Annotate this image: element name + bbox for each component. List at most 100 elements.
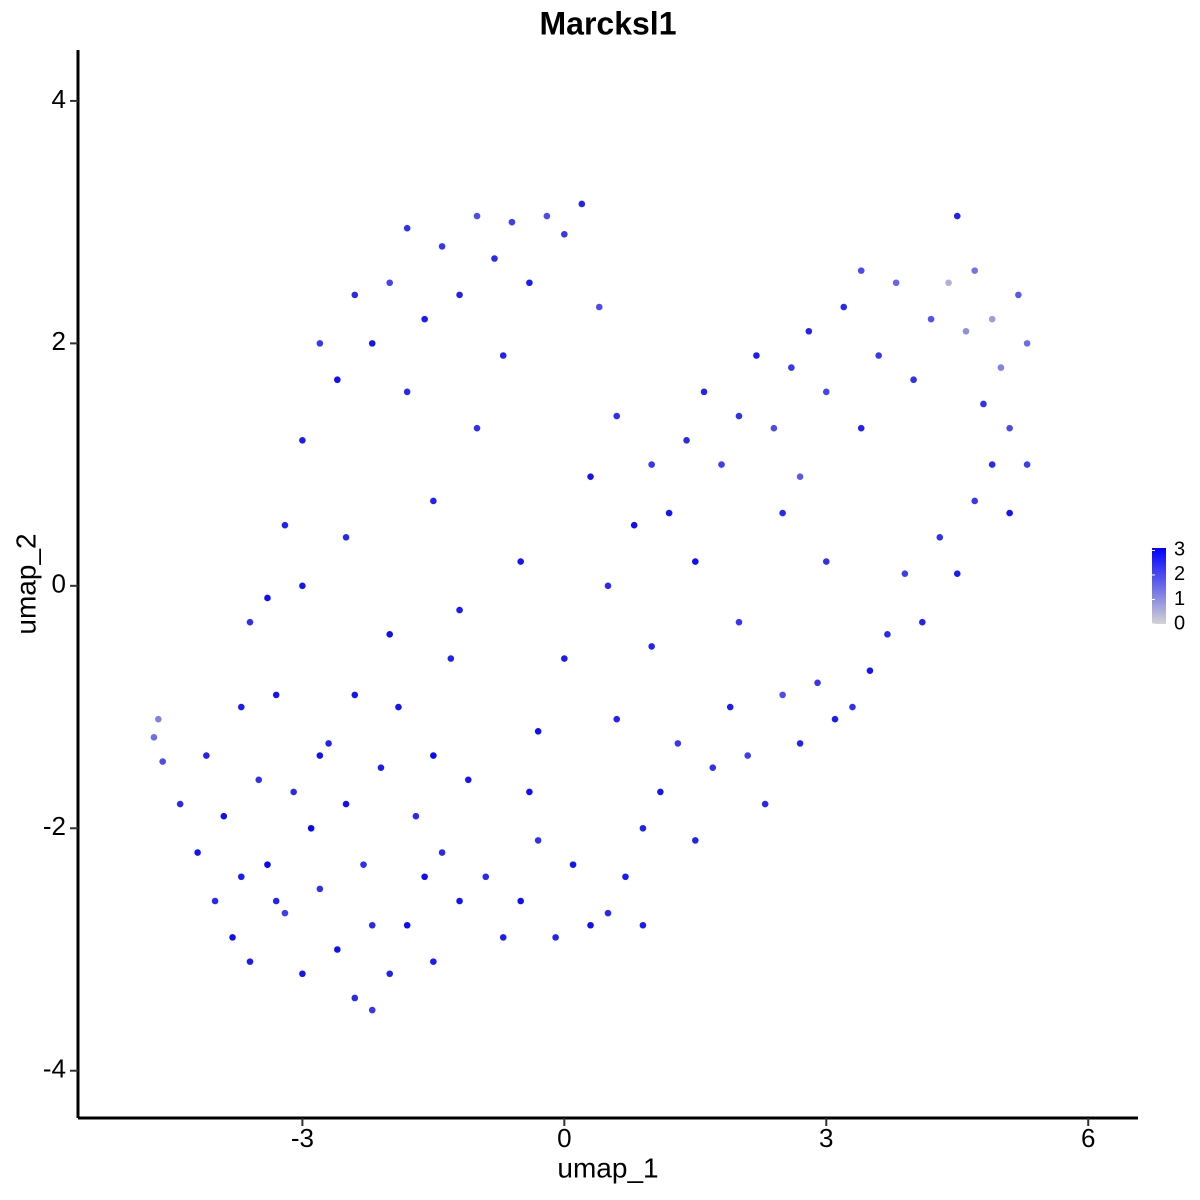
point [299, 582, 306, 590]
x-axis-label: umap_1 [557, 1152, 658, 1183]
point [316, 340, 324, 347]
point [281, 909, 289, 917]
point [953, 570, 961, 577]
point [735, 412, 743, 420]
point [430, 497, 437, 505]
point [1015, 291, 1022, 299]
point [831, 715, 839, 723]
point [665, 509, 673, 517]
point [229, 934, 236, 941]
point [473, 212, 481, 220]
point [517, 897, 524, 905]
point [595, 303, 603, 311]
point [945, 279, 952, 287]
point [517, 558, 524, 565]
point [857, 424, 865, 432]
colorbar-label: 2 [1174, 563, 1185, 585]
point [1006, 424, 1013, 432]
point [351, 691, 359, 699]
point [334, 376, 341, 384]
point [761, 800, 769, 808]
x-tick-label: 3 [819, 1123, 833, 1153]
point [351, 291, 359, 299]
point [499, 934, 507, 941]
point [604, 909, 612, 917]
colorbar-label: 0 [1174, 612, 1185, 634]
point [910, 376, 917, 384]
point [674, 740, 682, 747]
point [718, 461, 725, 468]
point [526, 279, 533, 287]
point [875, 352, 882, 359]
point [438, 243, 446, 250]
point [395, 703, 402, 711]
point [403, 224, 411, 232]
point [237, 703, 245, 711]
y-tick-label: -2 [43, 811, 66, 841]
point [770, 424, 778, 432]
point [901, 570, 909, 577]
point [456, 606, 463, 614]
point [639, 824, 647, 832]
point [499, 352, 507, 359]
point [692, 837, 699, 844]
point [377, 764, 385, 771]
point [534, 837, 542, 844]
colorbar [1152, 548, 1166, 624]
point [456, 291, 463, 299]
colorbar-label: 1 [1174, 588, 1185, 610]
point [613, 412, 621, 420]
point [953, 212, 961, 220]
point [639, 921, 647, 929]
point [386, 970, 394, 978]
point [412, 812, 420, 820]
point [508, 218, 516, 226]
point [473, 424, 481, 432]
point [735, 618, 743, 626]
point [561, 655, 568, 662]
point [569, 861, 577, 868]
point [622, 873, 629, 881]
point [342, 534, 350, 541]
point [430, 958, 437, 965]
point [788, 364, 795, 371]
point [438, 849, 446, 856]
point [272, 897, 280, 905]
point [692, 558, 699, 565]
point [630, 521, 638, 529]
point [526, 788, 533, 796]
point [927, 315, 935, 323]
point [796, 473, 804, 481]
point [351, 994, 359, 1002]
point [814, 679, 821, 687]
point [962, 327, 970, 335]
point [700, 388, 708, 396]
point [159, 758, 166, 765]
point [866, 667, 874, 674]
point [360, 861, 367, 868]
point [211, 897, 219, 905]
point [587, 921, 594, 929]
point [919, 618, 926, 626]
point [840, 303, 848, 311]
point [796, 740, 804, 747]
point [884, 631, 891, 638]
point [386, 279, 394, 287]
point [709, 764, 717, 771]
point [246, 958, 254, 965]
point [936, 534, 944, 541]
point [988, 461, 996, 468]
x-tick-label: 0 [557, 1123, 571, 1153]
point [299, 437, 306, 444]
x-tick-label: -3 [291, 1123, 314, 1153]
point [491, 255, 498, 262]
point [368, 921, 376, 929]
point [613, 715, 621, 723]
point [447, 655, 455, 662]
point [648, 643, 655, 650]
point [892, 279, 900, 287]
point [299, 970, 306, 978]
point [386, 631, 394, 638]
point [980, 400, 987, 408]
